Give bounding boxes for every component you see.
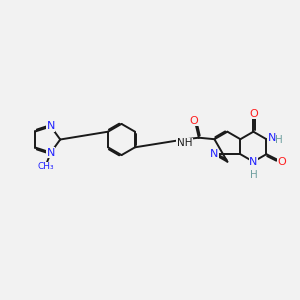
Text: O: O — [278, 157, 286, 167]
Text: H: H — [250, 170, 258, 180]
Text: O: O — [189, 116, 198, 126]
Text: CH₃: CH₃ — [38, 162, 55, 171]
Text: N: N — [268, 133, 276, 143]
Text: N: N — [46, 148, 55, 158]
Text: NH: NH — [177, 138, 192, 148]
Text: N: N — [210, 149, 219, 159]
Text: H: H — [275, 135, 283, 145]
Text: N: N — [249, 157, 258, 167]
Text: O: O — [249, 109, 258, 119]
Text: N: N — [46, 122, 55, 131]
